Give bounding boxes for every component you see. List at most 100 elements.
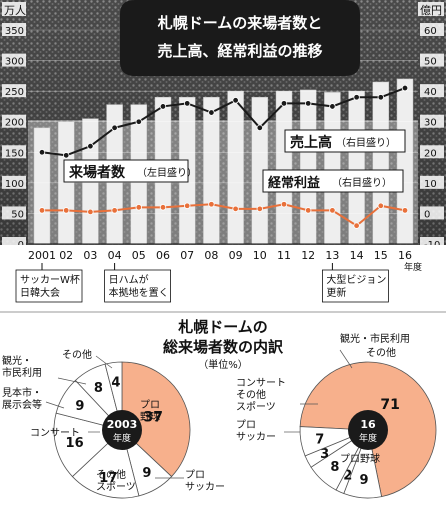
pie-label: サッカー xyxy=(236,431,276,443)
x-tick-label: 10 xyxy=(253,249,267,262)
pie-slice xyxy=(121,361,191,478)
event-text: 日ハムが xyxy=(109,273,149,286)
sales-point xyxy=(377,94,384,101)
left-axis: 350300250200150100500 xyxy=(2,23,26,251)
right-axis-unit: 億円 xyxy=(420,4,442,17)
event-text: 本拠地を置く xyxy=(109,286,169,299)
profit-point xyxy=(208,201,215,208)
x-tick-label: 05 xyxy=(132,249,146,262)
sales-point xyxy=(280,100,288,107)
attendance-bar xyxy=(227,90,244,245)
x-tick-label: 09 xyxy=(229,249,243,262)
bottom-title-line-2: 総来場者数の内訳 xyxy=(163,338,284,356)
x-tick-label: 2001 xyxy=(28,249,56,262)
attendance-label-text: 来場者数 xyxy=(68,164,126,181)
pie-value: 71 xyxy=(380,397,399,413)
pie-label: コンサート xyxy=(236,377,286,389)
sales-point xyxy=(62,152,70,159)
left-tick-label: 250 xyxy=(5,87,24,98)
x-tick-label: 06 xyxy=(156,249,170,262)
pie-label: 展示会等 xyxy=(2,398,42,411)
pie-label: 市民利用 xyxy=(2,366,42,379)
left-axis-unit: 万人 xyxy=(4,4,26,17)
profit-point xyxy=(111,207,118,214)
event-box xyxy=(104,269,171,303)
pie-value: 4 xyxy=(111,375,120,390)
pie-value: 2 xyxy=(343,469,352,484)
x-tick-label: 11 xyxy=(277,249,291,262)
x-axis-unit: 年度 xyxy=(404,261,422,273)
pie-value: 8 xyxy=(330,460,339,475)
pie-label: 見本市・ xyxy=(2,386,42,399)
attendance-label: 来場者数 （左目盛り） xyxy=(63,159,197,183)
sales-label: 売上高 （右目盛り） xyxy=(284,129,406,153)
profit-point xyxy=(256,205,263,213)
x-tick-label: 07 xyxy=(180,249,194,262)
x-tick-label: 14 xyxy=(350,249,364,262)
profit-point xyxy=(305,207,312,214)
x-tick-label: 04 xyxy=(108,249,122,262)
right-tick-label: 10 xyxy=(424,179,437,190)
top-title: 札幌ドームの来場者数と 売上高、経常利益の推移 xyxy=(120,0,360,76)
event-text: 更新 xyxy=(326,286,346,299)
sales-point xyxy=(305,100,312,107)
sales-point xyxy=(159,103,167,110)
pie-label: プロ xyxy=(185,469,205,481)
left-tick-label: 300 xyxy=(5,57,24,68)
pie-value: 17 xyxy=(99,471,117,486)
sales-point xyxy=(329,103,336,110)
pie-label: 観光・ xyxy=(2,354,32,367)
pie-label: 野球 xyxy=(140,410,160,423)
attendance-bar xyxy=(324,92,341,245)
x-tick-label: 13 xyxy=(325,249,339,262)
top-title-line-2: 売上高、経常利益の推移 xyxy=(157,42,322,60)
profit-label-text: 経常利益 xyxy=(268,175,320,191)
pie-value: 16 xyxy=(66,436,84,451)
pie-2016: 719283716年度プロ野球プロサッカーコンサートその他スポーツ観光・市民利用… xyxy=(236,332,437,499)
event-text: 日韓大会 xyxy=(20,286,60,299)
sales-point xyxy=(87,142,94,150)
left-tick-label: 150 xyxy=(5,148,24,159)
attendance-bar xyxy=(33,127,51,245)
left-tick-label: 100 xyxy=(5,179,24,190)
pie-label: プロ野球 xyxy=(340,452,380,465)
left-tick-label: 50 xyxy=(11,209,24,220)
pie-label: その他 xyxy=(236,388,266,401)
pie-label: その他 xyxy=(366,346,396,359)
profit-line xyxy=(42,203,406,227)
pie-center-unit: 年度 xyxy=(113,432,131,444)
sales-point xyxy=(232,97,239,104)
pie-label: サッカー xyxy=(185,481,225,493)
sales-point xyxy=(111,124,118,132)
sales-point xyxy=(208,109,215,116)
profit-point xyxy=(87,208,94,216)
bottom-title: 札幌ドームの 総来場者数の内訳 （単位%） xyxy=(163,318,284,371)
attendance-bar xyxy=(396,78,414,245)
event-box xyxy=(321,269,389,303)
pie-center-unit: 年度 xyxy=(359,432,377,444)
attendance-bar xyxy=(299,89,317,245)
sales-point xyxy=(353,94,360,101)
bottom-title-line-1: 札幌ドームの xyxy=(177,318,268,336)
pie-value: 9 xyxy=(359,473,368,488)
profit-point xyxy=(135,204,142,211)
event-box xyxy=(15,269,83,303)
profit-point xyxy=(232,205,239,213)
event-text: 大型ビジョン xyxy=(326,273,386,286)
pie-center xyxy=(348,410,388,450)
pie-value: 3 xyxy=(320,447,329,462)
profit-point xyxy=(401,207,409,214)
profit-point xyxy=(377,202,384,209)
pie-center-year: 2003 xyxy=(107,418,138,431)
x-tick-label: 02 xyxy=(59,249,73,262)
pie-label: スポーツ xyxy=(96,481,136,493)
left-tick-label: 200 xyxy=(5,118,24,129)
event-text: サッカーW杯 xyxy=(20,273,80,286)
left-tick-label: 350 xyxy=(5,26,24,37)
sales-point xyxy=(401,84,409,92)
pie-value: 8 xyxy=(94,381,103,396)
pie-value: 9 xyxy=(142,466,151,481)
